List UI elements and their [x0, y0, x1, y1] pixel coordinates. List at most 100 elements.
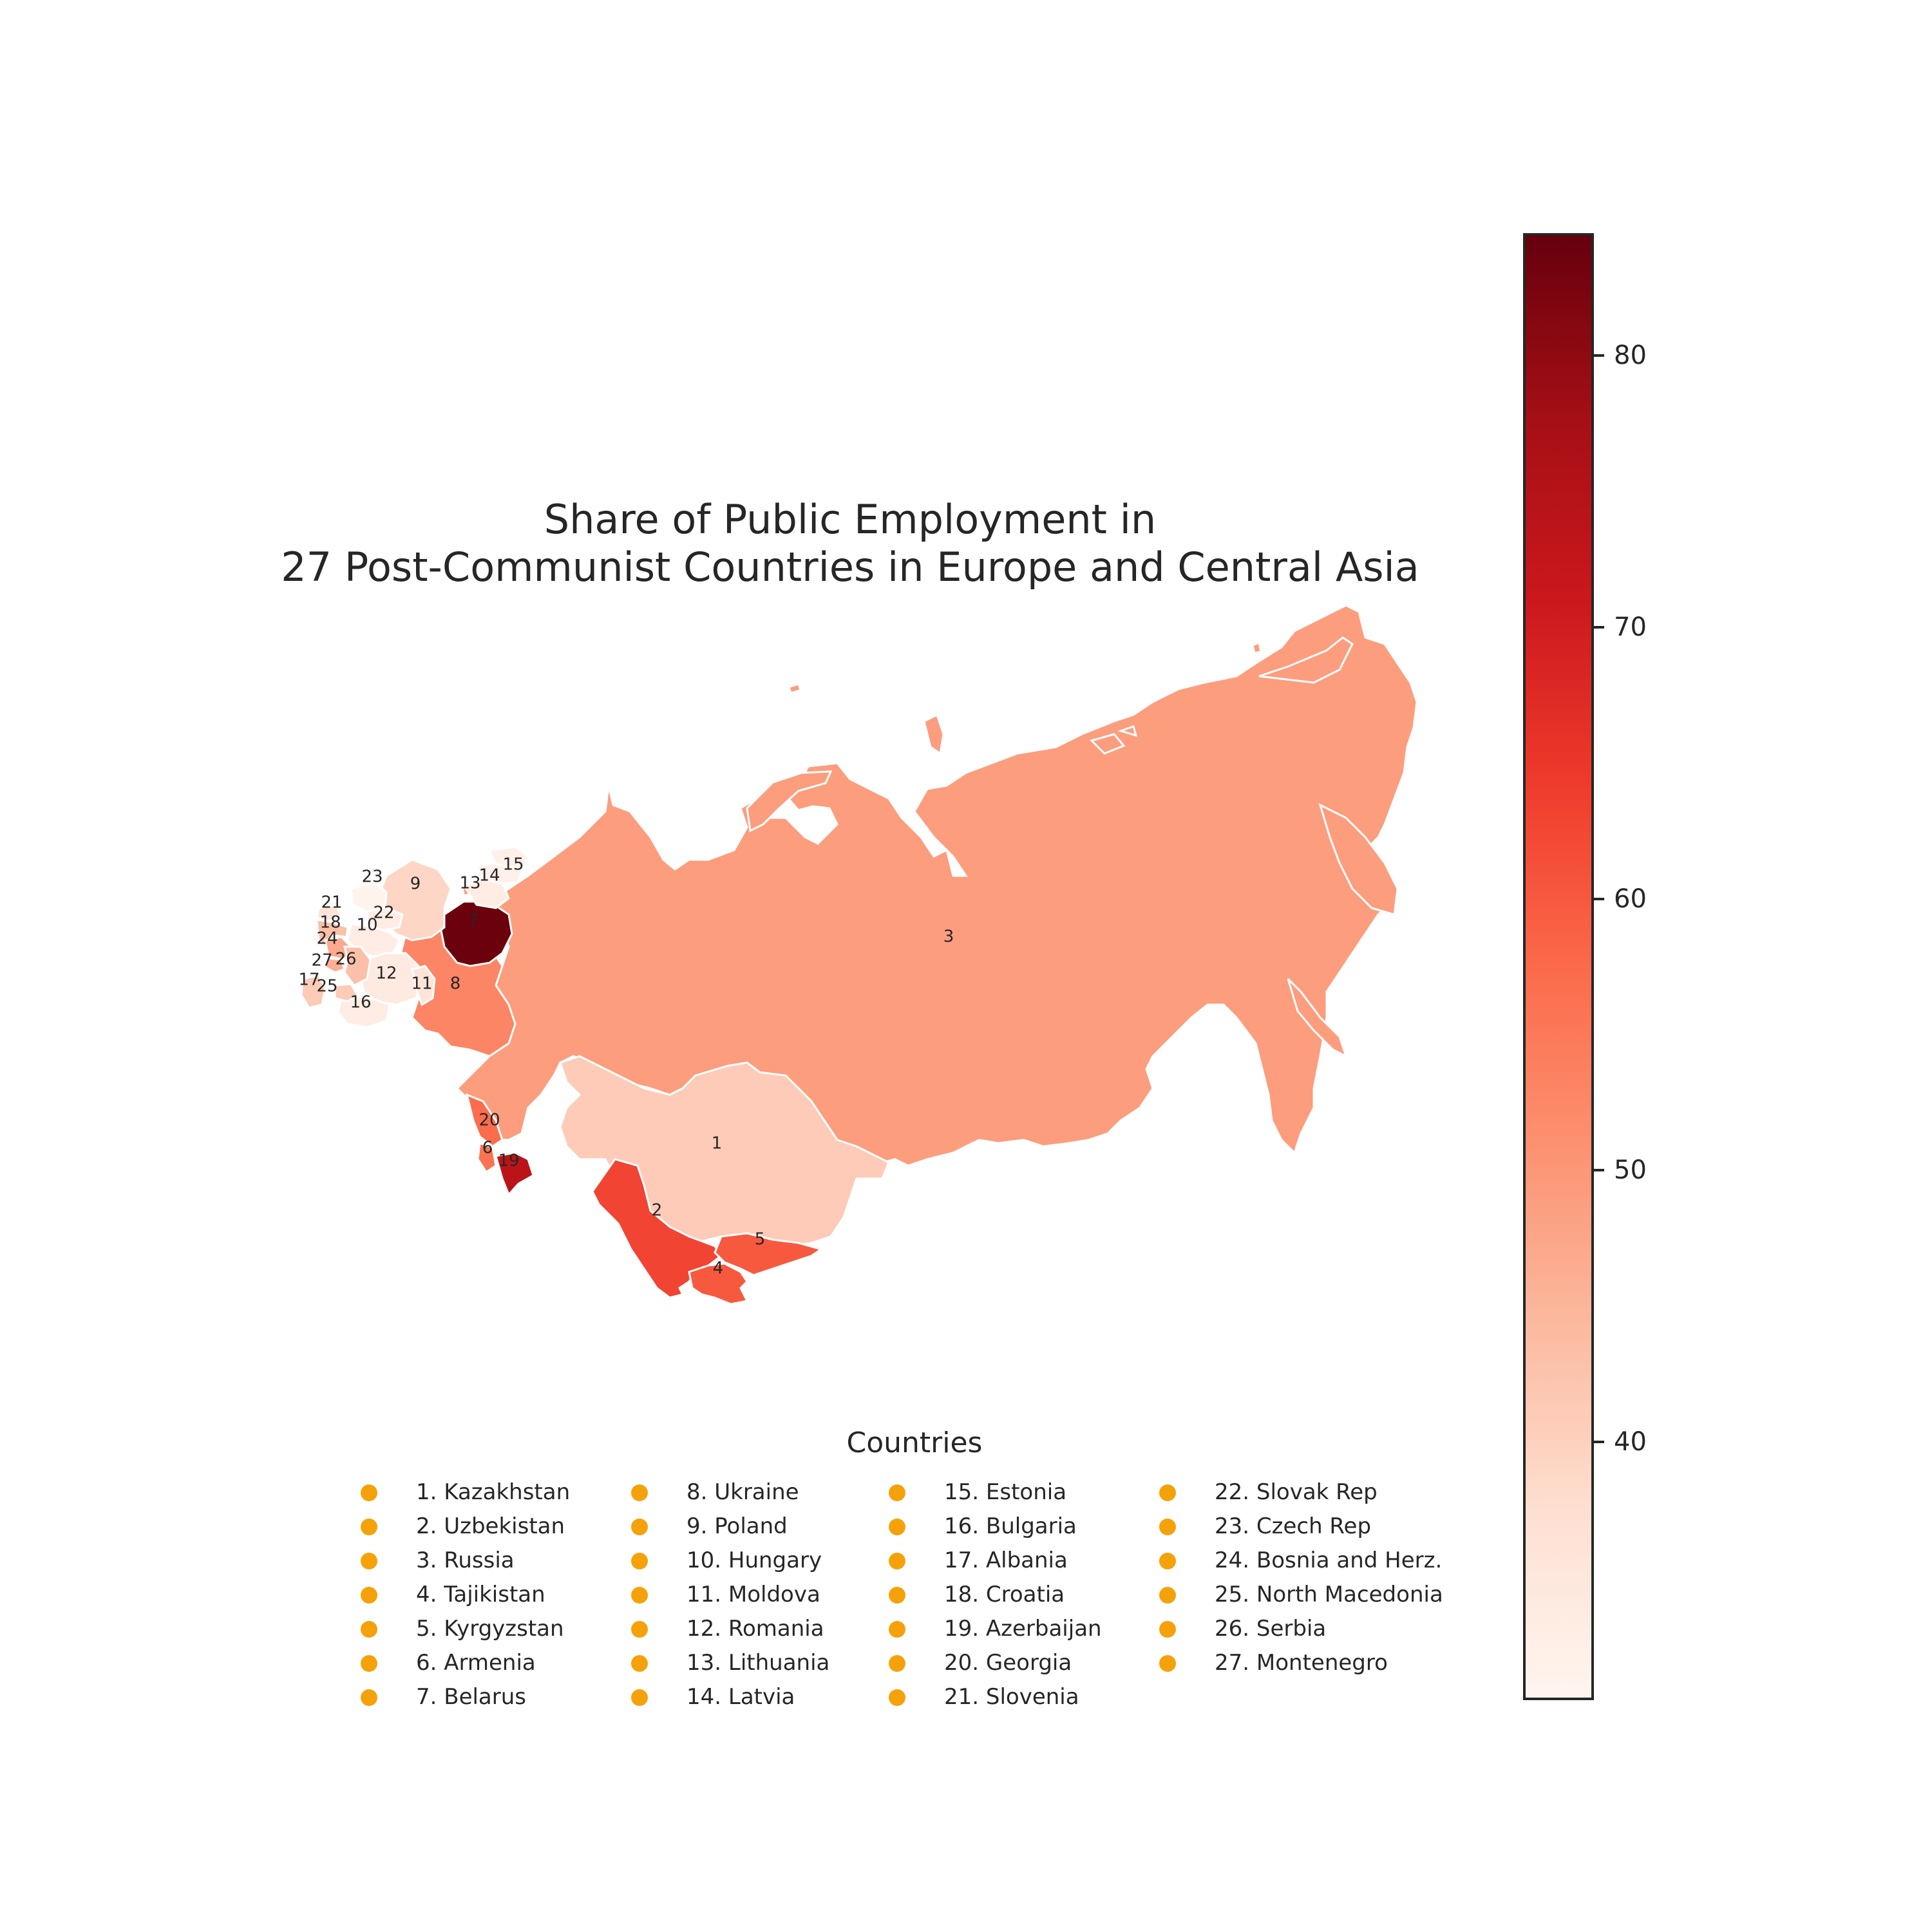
- legend-marker-dot-icon: [1159, 1655, 1176, 1672]
- legend-marker-dot-icon: [631, 1621, 648, 1638]
- legend-item-label: 19. Azerbaijan: [944, 1616, 1102, 1642]
- legend-marker-dot-icon: [631, 1689, 648, 1706]
- legend-marker-dot-icon: [361, 1587, 377, 1604]
- legend-marker-dot-icon: [631, 1484, 648, 1501]
- colorbar: [1523, 233, 1594, 1700]
- country-russia-island-c: [1117, 725, 1138, 737]
- legend-item-label: 8. Ukraine: [687, 1479, 799, 1505]
- country-label-24: 24: [316, 929, 337, 949]
- legend-marker-dot-icon: [631, 1655, 648, 1672]
- country-slovenia: [316, 904, 343, 922]
- legend-marker-dot-icon: [361, 1655, 377, 1672]
- legend-item-label: 13. Lithuania: [687, 1650, 830, 1676]
- legend-item-label: 27. Montenegro: [1215, 1650, 1388, 1676]
- country-north-macedonia: [334, 983, 359, 1003]
- colorbar-tick-label: 70: [1614, 612, 1647, 642]
- legend-marker-dot-icon: [889, 1655, 905, 1672]
- colorbar-tick-label: 80: [1614, 340, 1647, 370]
- legend-marker-dot-icon: [889, 1621, 905, 1638]
- legend-marker-dot-icon: [889, 1689, 905, 1706]
- legend-marker-dot-icon: [889, 1553, 905, 1569]
- country-label-16: 16: [350, 993, 371, 1012]
- legend-item-label: 3. Russia: [416, 1548, 515, 1573]
- country-label-12: 12: [375, 964, 397, 983]
- country-label-10: 10: [356, 916, 377, 935]
- colorbar-tick-label: 50: [1614, 1155, 1647, 1186]
- country-label-18: 18: [319, 913, 341, 933]
- colorbar-tick: [1594, 625, 1604, 629]
- country-label-6: 6: [482, 1139, 493, 1158]
- country-serbia: [343, 945, 372, 987]
- country-label-11: 11: [411, 974, 432, 994]
- legend-marker-dot-icon: [361, 1621, 377, 1638]
- legend-marker-dot-icon: [361, 1689, 377, 1706]
- country-moldova: [411, 965, 436, 1007]
- legend-item-label: 15. Estonia: [944, 1479, 1067, 1505]
- legend-item-label: 25. North Macedonia: [1215, 1582, 1443, 1607]
- map-title-line-1: Share of Public Employment in: [544, 496, 1157, 543]
- country-russia-island-a: [923, 713, 945, 755]
- colorbar-tick: [1594, 354, 1604, 357]
- country-azerbaijan: [495, 1151, 535, 1197]
- country-label-2: 2: [652, 1201, 663, 1220]
- country-number-labels: 1234567891011121314151617181920212223242…: [298, 855, 954, 1278]
- country-tajikistan: [688, 1262, 749, 1305]
- legend-item-label: 14. Latvia: [687, 1684, 795, 1710]
- legend-marker-dot-icon: [361, 1519, 377, 1535]
- country-label-25: 25: [316, 977, 337, 996]
- country-label-15: 15: [502, 855, 524, 875]
- legend-item-label: 18. Croatia: [944, 1582, 1065, 1607]
- country-russia-island-d: [788, 683, 802, 694]
- country-russia-island-e: [1251, 641, 1262, 654]
- country-label-9: 9: [410, 875, 421, 894]
- colorbar-tick: [1594, 897, 1604, 900]
- colorbar-tick-label: 40: [1614, 1427, 1647, 1457]
- country-label-14: 14: [478, 866, 500, 886]
- legend-marker-dot-icon: [1159, 1553, 1176, 1569]
- legend-marker-dot-icon: [631, 1553, 648, 1569]
- country-label-3: 3: [943, 927, 954, 947]
- country-slovak-rep: [366, 907, 404, 932]
- country-label-5: 5: [755, 1230, 766, 1249]
- colorbar-tick: [1594, 1169, 1604, 1172]
- country-russia-novaya-zemlya: [746, 770, 833, 833]
- country-russia-kamchatka: [1318, 803, 1399, 916]
- legend-item-label: 24. Bosnia and Herz.: [1215, 1548, 1443, 1573]
- legend-item-label: 9. Poland: [687, 1513, 788, 1539]
- legend-marker-dot-icon: [361, 1484, 377, 1501]
- country-label-1: 1: [712, 1134, 723, 1153]
- country-label-27: 27: [311, 951, 332, 971]
- colorbar-tick: [1594, 1441, 1604, 1444]
- country-armenia: [477, 1141, 497, 1174]
- country-kyrgyzstan: [714, 1232, 824, 1276]
- country-label-23: 23: [361, 867, 383, 887]
- country-russia-sakhalin: [1287, 978, 1348, 1058]
- country-estonia: [488, 846, 529, 869]
- legend-item-label: 16. Bulgaria: [944, 1513, 1077, 1539]
- legend-marker-dot-icon: [1159, 1587, 1176, 1604]
- country-albania: [300, 974, 327, 1009]
- country-label-8: 8: [450, 974, 461, 994]
- legend-marker-dot-icon: [1159, 1484, 1176, 1501]
- country-label-13: 13: [459, 874, 480, 893]
- country-georgia: [465, 1093, 504, 1148]
- country-label-20: 20: [478, 1111, 500, 1130]
- legend-marker-dot-icon: [1159, 1621, 1176, 1638]
- legend-item-label: 2. Uzbekistan: [416, 1513, 565, 1539]
- country-label-26: 26: [335, 950, 356, 969]
- country-montenegro: [324, 957, 346, 974]
- legend-marker-dot-icon: [1159, 1519, 1176, 1535]
- legend-marker-dot-icon: [889, 1519, 905, 1535]
- legend-item-label: 26. Serbia: [1215, 1616, 1327, 1642]
- country-label-21: 21: [321, 893, 342, 913]
- legend-item-label: 5. Kyrgyzstan: [416, 1616, 564, 1642]
- legend-item-label: 22. Slovak Rep: [1215, 1479, 1378, 1505]
- legend-marker-dot-icon: [889, 1484, 905, 1501]
- country-label-17: 17: [298, 971, 319, 990]
- legend-item-label: 4. Tajikistan: [416, 1582, 545, 1607]
- legend-item-label: 21. Slovenia: [944, 1684, 1079, 1710]
- country-label-4: 4: [713, 1259, 724, 1278]
- legend-item-label: 12. Romania: [687, 1616, 824, 1642]
